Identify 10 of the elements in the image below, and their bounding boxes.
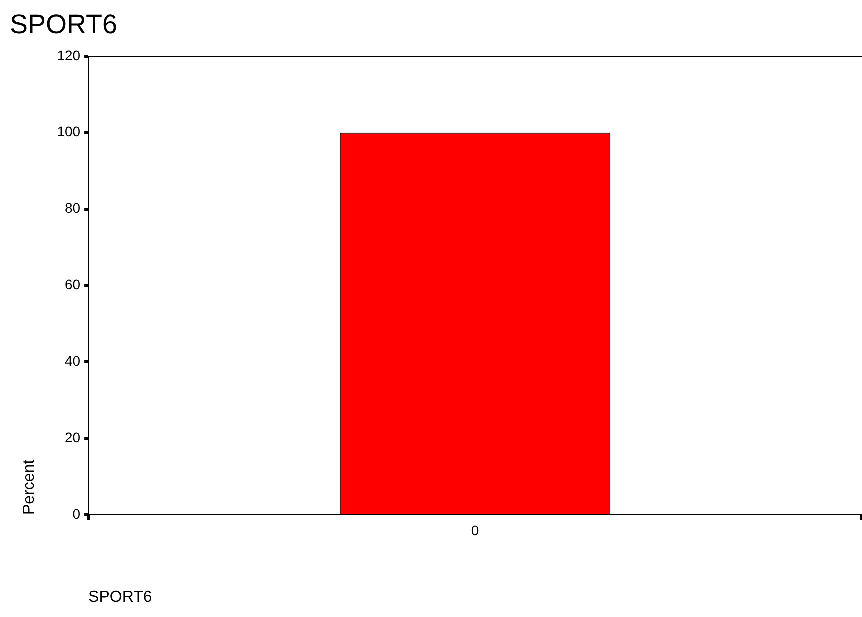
y-tick-label: 80 bbox=[64, 200, 81, 216]
y-tick-label: 20 bbox=[64, 429, 81, 446]
y-tick-label: 120 bbox=[57, 47, 81, 64]
y-tick-label: 60 bbox=[64, 276, 81, 293]
y-tick-label: 100 bbox=[57, 124, 81, 140]
y-axis-title: Percent bbox=[21, 459, 38, 515]
x-axis-title: SPORT6 bbox=[88, 588, 152, 606]
chart-title: SPORT6 bbox=[10, 10, 118, 40]
y-tick-label: 40 bbox=[64, 352, 81, 369]
y-tick-label: 0 bbox=[72, 506, 81, 522]
